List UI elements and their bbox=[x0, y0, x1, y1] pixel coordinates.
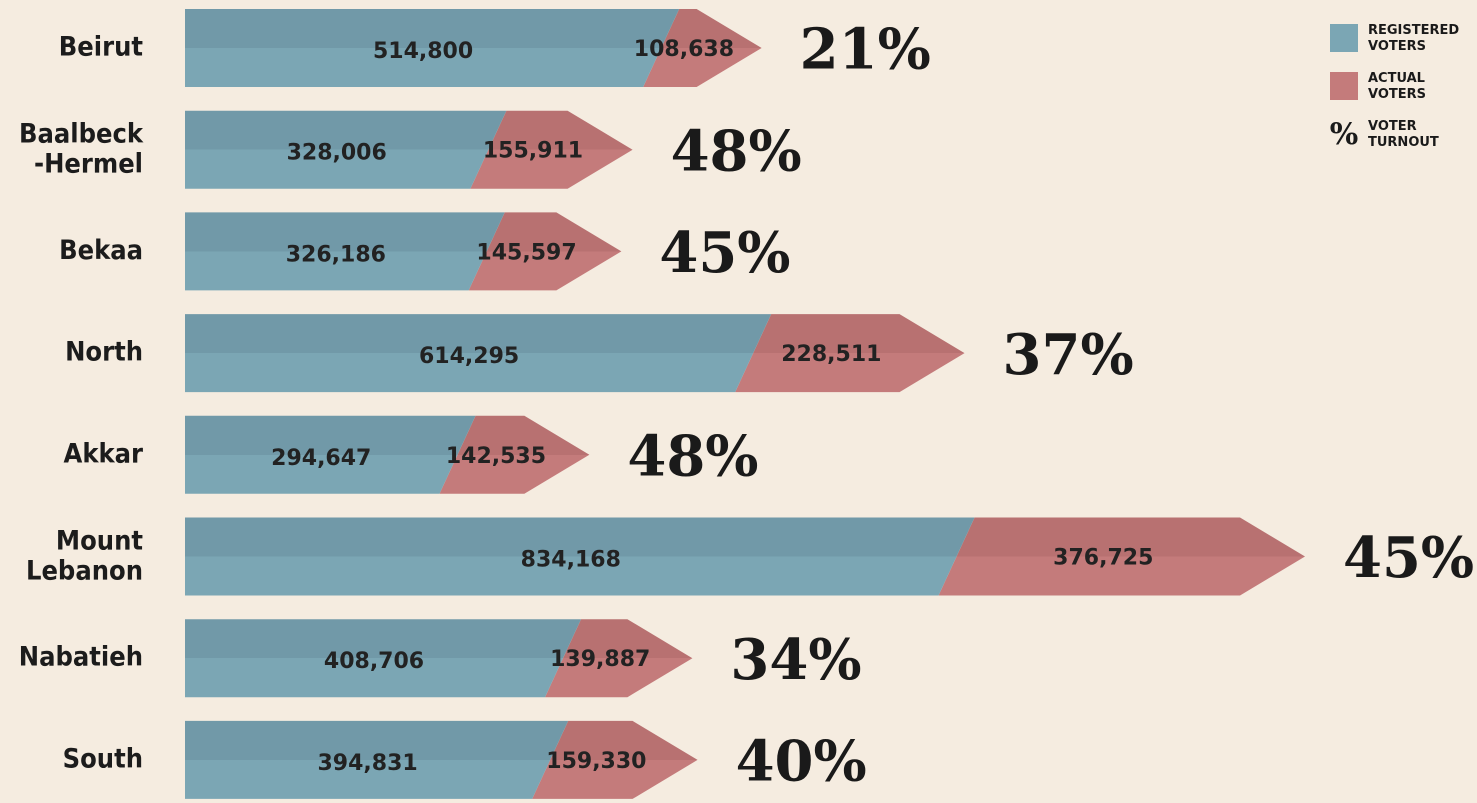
category-label: Bekaa bbox=[59, 235, 143, 266]
actual-bar bbox=[439, 415, 590, 494]
category-label-line: Mount bbox=[56, 525, 143, 556]
legend-label: REGISTERED VOTERS bbox=[1368, 23, 1459, 54]
actual-label: 376,725 bbox=[1053, 546, 1153, 571]
actual-label: 159,330 bbox=[546, 749, 646, 774]
actual-label: 108,638 bbox=[634, 37, 734, 62]
category-label-line: Baalbeck bbox=[19, 118, 144, 149]
registered-label: 326,186 bbox=[286, 242, 386, 267]
turnout-label: 34% bbox=[730, 627, 861, 693]
legend-symbol: % bbox=[1330, 117, 1359, 152]
turnout-label: 45% bbox=[1343, 525, 1474, 591]
legend-label-line: VOTERS bbox=[1368, 87, 1426, 102]
actual-label: 228,511 bbox=[781, 342, 881, 367]
category-label: South bbox=[63, 743, 143, 774]
registered-bar bbox=[185, 314, 772, 393]
actual-label: 145,597 bbox=[476, 240, 576, 265]
category-label: Beirut bbox=[59, 32, 144, 63]
registered-bar bbox=[185, 415, 476, 494]
turnout-label: 48% bbox=[627, 423, 758, 489]
category-label: Mount Lebanon bbox=[26, 525, 143, 586]
registered-label: 614,295 bbox=[419, 344, 519, 369]
registered-bar bbox=[185, 619, 582, 698]
legend-label-line: VOTER bbox=[1368, 119, 1417, 134]
legend-label-line: VOTERS bbox=[1368, 39, 1426, 54]
category-label-line: Lebanon bbox=[26, 555, 143, 586]
actual-bar bbox=[643, 9, 762, 87]
legend-swatch bbox=[1330, 24, 1358, 52]
turnout-label: 21% bbox=[800, 17, 931, 83]
registered-label: 514,800 bbox=[373, 39, 473, 64]
category-label: Nabatieh bbox=[19, 642, 143, 673]
registered-bar bbox=[185, 9, 680, 87]
legend-swatch bbox=[1330, 72, 1358, 100]
category-label-line: -Hermel bbox=[34, 148, 143, 179]
registered-bar bbox=[185, 110, 507, 189]
legend-label-line: REGISTERED bbox=[1368, 23, 1459, 38]
actual-bar bbox=[735, 314, 965, 393]
actual-bar bbox=[532, 720, 698, 799]
legend-label-line: ACTUAL bbox=[1368, 71, 1425, 86]
actual-bar bbox=[470, 110, 633, 189]
legend-label-line: TURNOUT bbox=[1368, 135, 1439, 150]
category-label: Akkar bbox=[64, 438, 143, 469]
turnout-label: 45% bbox=[659, 220, 790, 286]
legend-label: VOTER TURNOUT bbox=[1368, 119, 1439, 150]
actual-label: 155,911 bbox=[483, 139, 583, 164]
actual-label: 139,887 bbox=[550, 647, 650, 672]
actual-bar bbox=[545, 619, 693, 698]
actual-label: 142,535 bbox=[446, 444, 546, 469]
registered-bar bbox=[185, 720, 569, 799]
registered-bar bbox=[185, 212, 505, 291]
registered-label: 394,831 bbox=[317, 751, 417, 776]
legend-label: ACTUAL VOTERS bbox=[1368, 71, 1426, 102]
actual-bar bbox=[468, 212, 622, 291]
turnout-label: 40% bbox=[736, 729, 867, 795]
category-label: North bbox=[65, 337, 143, 368]
category-label: Baalbeck -Hermel bbox=[19, 118, 144, 179]
registered-label: 408,706 bbox=[324, 649, 424, 674]
turnout-label: 48% bbox=[671, 118, 802, 184]
turnout-label: 37% bbox=[1003, 322, 1134, 388]
registered-label: 294,647 bbox=[271, 446, 371, 471]
registered-label: 834,168 bbox=[521, 548, 621, 573]
actual-bar bbox=[938, 517, 1305, 596]
registered-bar bbox=[185, 517, 975, 596]
registered-label: 328,006 bbox=[287, 141, 387, 166]
